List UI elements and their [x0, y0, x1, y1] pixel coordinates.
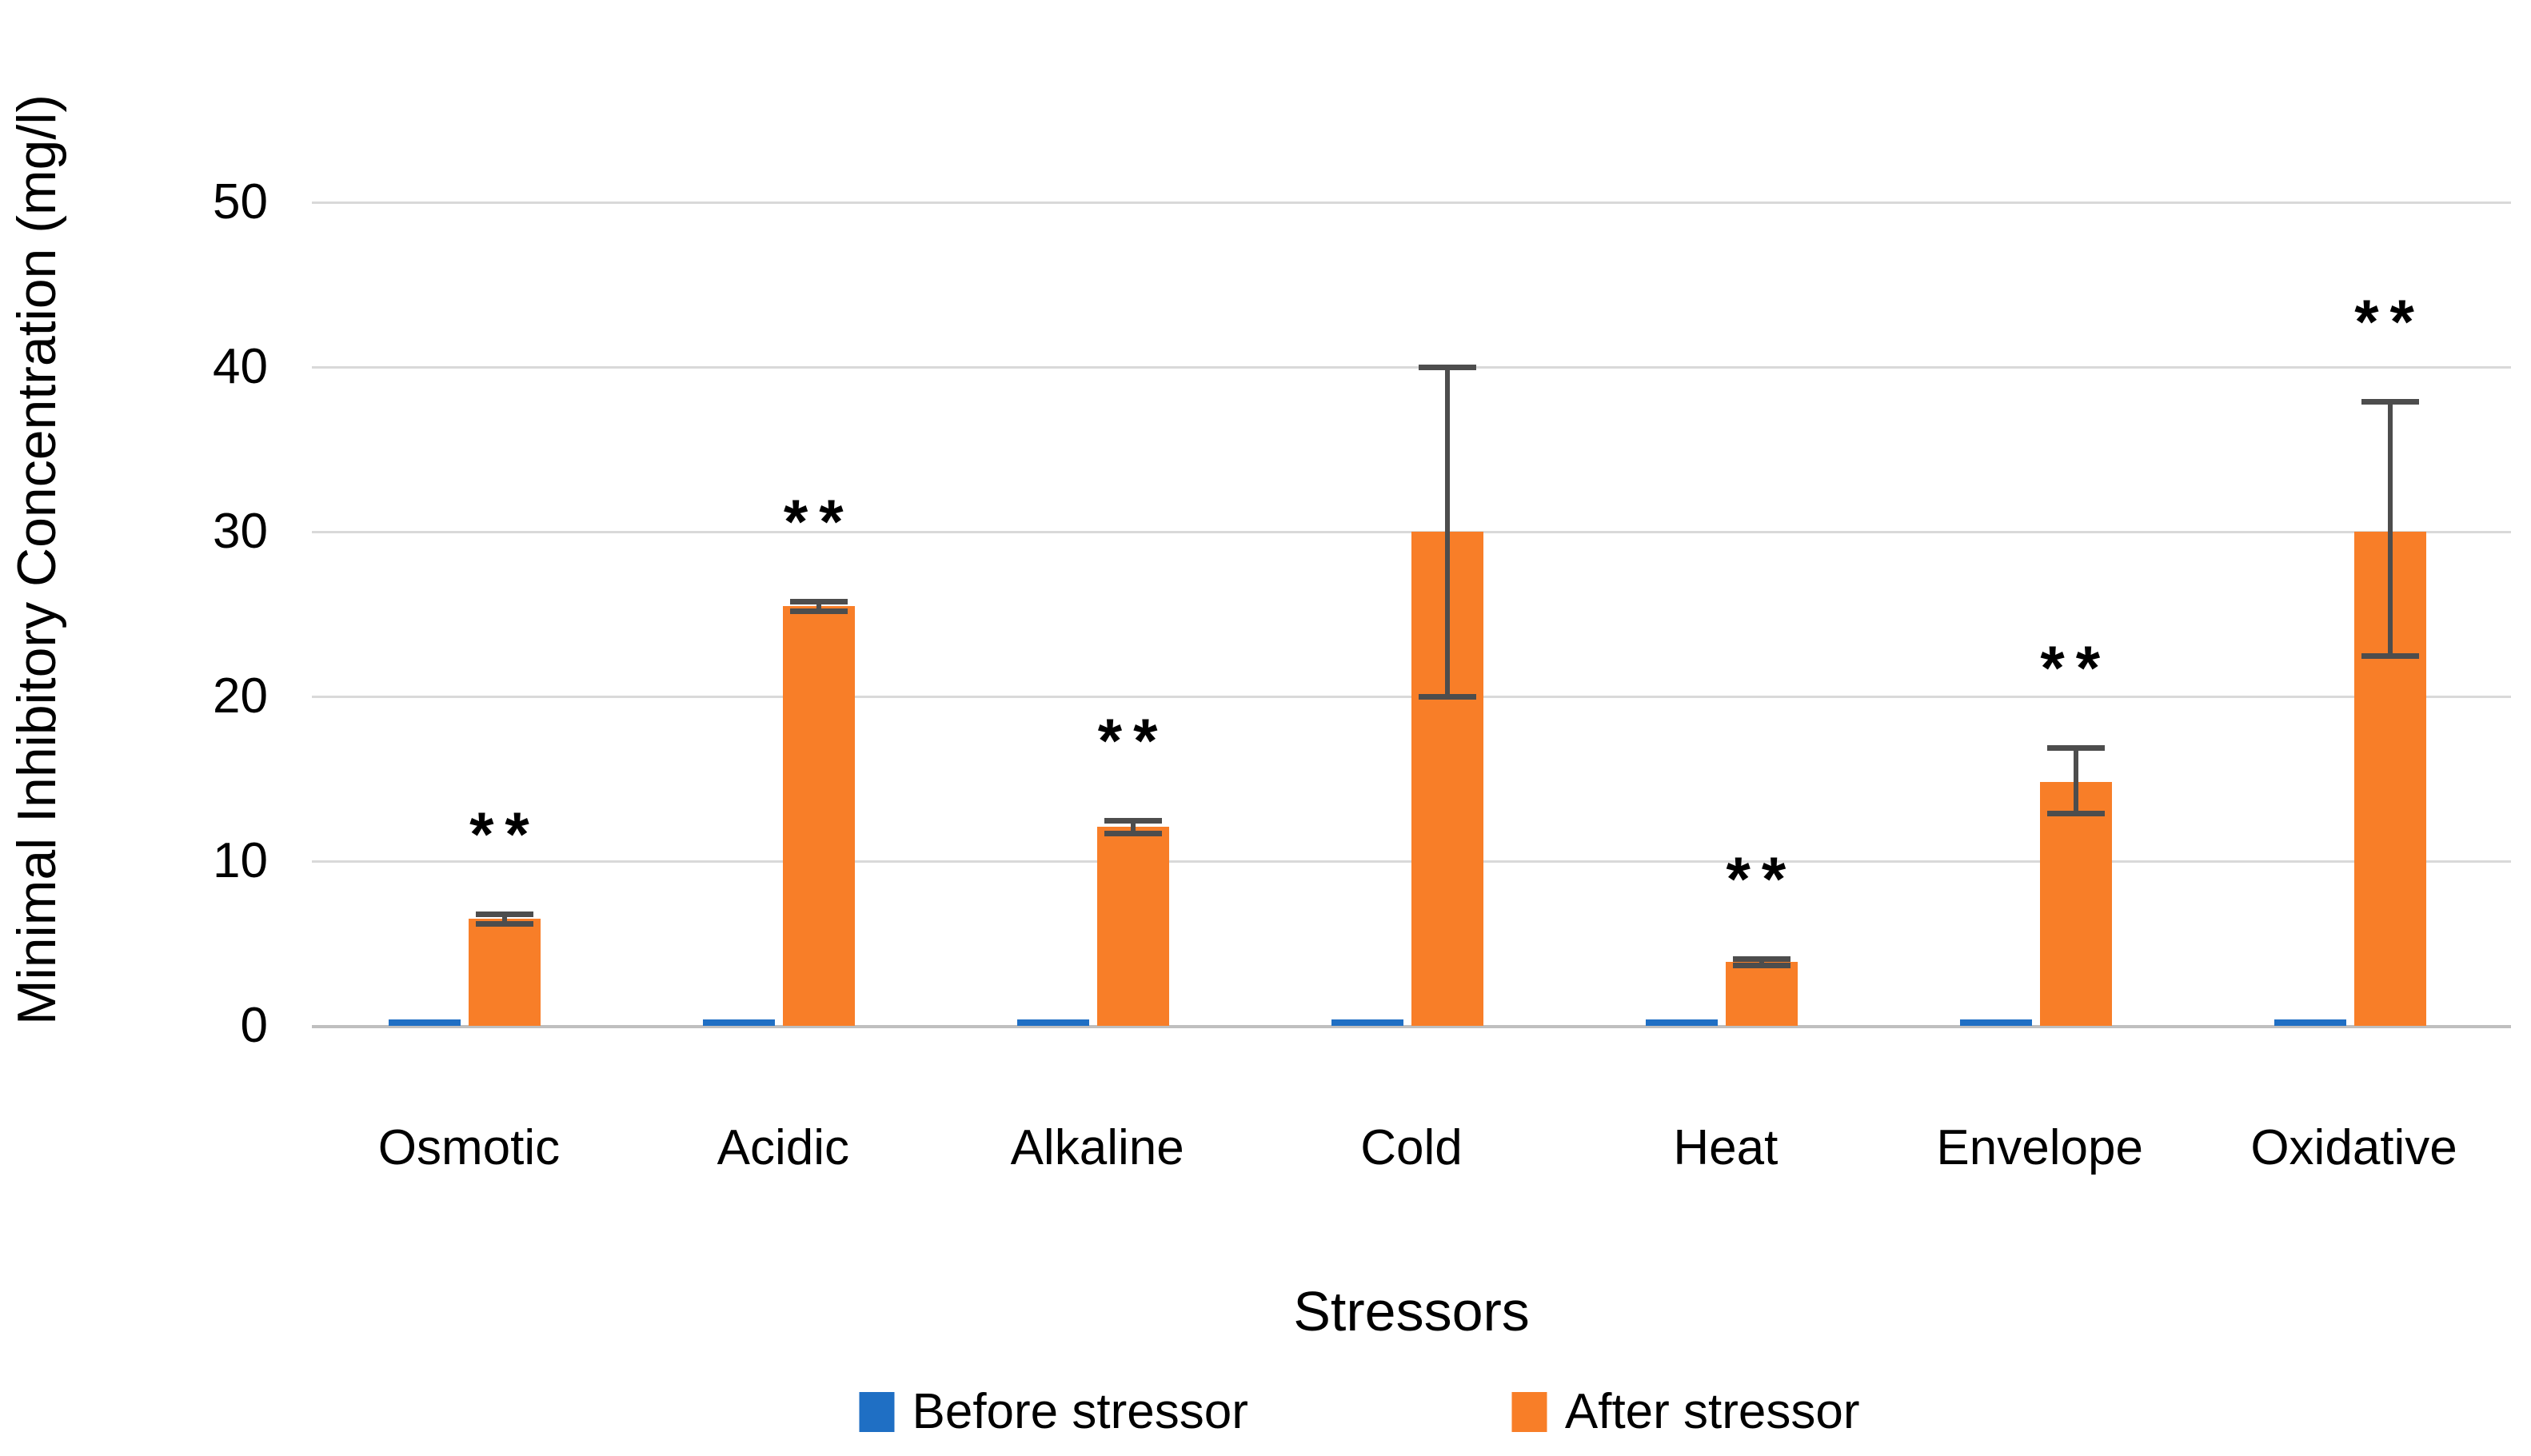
- error-bar-stem: [1759, 958, 1764, 965]
- bar-before-stressor-alkaline: [1017, 1019, 1090, 1026]
- bar-before-stressor-acidic: [703, 1019, 776, 1026]
- y-tick-label: 0: [240, 998, 268, 1053]
- legend-item-after-stressor: After stressor: [1511, 1384, 1860, 1439]
- error-bar-cap-bottom: [476, 921, 534, 927]
- legend-swatch-icon: [1511, 1392, 1547, 1432]
- legend-label: Before stressor: [912, 1384, 1248, 1439]
- bar-before-stressor-heat: [1645, 1019, 1718, 1026]
- error-bar-cap-top: [2046, 744, 2105, 751]
- significance-label: **: [2040, 632, 2112, 703]
- significance-label: **: [2354, 286, 2425, 357]
- bar-before-stressor-osmotic: [389, 1019, 461, 1026]
- x-category-label-oxidative: Oxidative: [2250, 1120, 2457, 1175]
- error-bar-cap-bottom: [1419, 694, 1476, 700]
- y-axis-title: Minimal Inhibitory Concentration (mg/l): [6, 94, 67, 1025]
- x-category-label-alkaline: Alkaline: [1010, 1120, 1184, 1175]
- bar-before-stressor-envelope: [1959, 1019, 2032, 1026]
- y-tick-label: 40: [213, 339, 268, 394]
- y-gridline: [312, 201, 2511, 204]
- error-bar-cap-bottom: [2361, 652, 2419, 659]
- x-category-label-acidic: Acidic: [717, 1120, 849, 1175]
- bar-after-stressor-osmotic: [469, 919, 541, 1026]
- bar-before-stressor-oxidative: [2274, 1019, 2346, 1026]
- legend-item-before-stressor: Before stressor: [859, 1387, 1248, 1437]
- y-tick-label: 30: [213, 504, 268, 559]
- legend-label: After stressor: [1564, 1384, 1860, 1439]
- error-bar-stem: [2387, 401, 2393, 656]
- error-bar-stem: [502, 913, 508, 924]
- y-gridline: [312, 366, 2511, 369]
- error-bar-cap-top: [1419, 365, 1476, 370]
- bar-after-stressor-envelope: [2039, 782, 2112, 1026]
- x-category-label-envelope: Envelope: [1936, 1120, 2143, 1175]
- significance-label: **: [469, 798, 541, 869]
- error-bar-stem: [2073, 747, 2078, 814]
- y-tick-label: 20: [213, 668, 268, 724]
- error-bar-cap-bottom: [1732, 962, 1790, 968]
- y-tick-label: 50: [213, 174, 268, 229]
- error-bar-stem: [1131, 820, 1136, 833]
- x-category-label-cold: Cold: [1360, 1120, 1463, 1175]
- significance-label: **: [1726, 843, 1798, 914]
- error-bar-stem: [1445, 367, 1450, 696]
- legend-swatch-icon: [859, 1392, 895, 1432]
- significance-label: **: [783, 485, 855, 556]
- error-bar-cap-bottom: [2046, 811, 2105, 817]
- bar-after-stressor-alkaline: [1097, 826, 1170, 1026]
- bar-after-stressor-acidic: [783, 605, 856, 1026]
- x-axis-title: Stressors: [1293, 1280, 1530, 1342]
- error-bar-cap-bottom: [1104, 830, 1163, 836]
- error-bar-cap-bottom: [790, 608, 848, 614]
- significance-label: **: [1097, 704, 1169, 776]
- x-category-label-heat: Heat: [1673, 1120, 1778, 1175]
- x-axis-baseline: [312, 1025, 2511, 1028]
- legend: Before stressor After stressor: [859, 1384, 1860, 1439]
- error-bar-cap-top: [1104, 817, 1163, 824]
- error-bar-stem: [816, 600, 822, 611]
- error-bar-cap-top: [476, 911, 534, 917]
- bar-before-stressor-cold: [1331, 1019, 1403, 1026]
- error-bar-cap-top: [790, 598, 848, 604]
- y-tick-label: 10: [213, 833, 268, 888]
- error-bar-cap-top: [1732, 955, 1790, 962]
- error-bar-cap-top: [2361, 399, 2419, 405]
- bar-after-stressor-heat: [1725, 961, 1798, 1026]
- x-category-label-osmotic: Osmotic: [377, 1120, 561, 1175]
